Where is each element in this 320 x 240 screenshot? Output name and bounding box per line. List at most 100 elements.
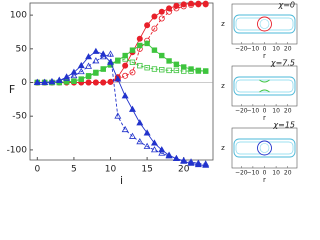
marker xyxy=(180,3,187,10)
marker xyxy=(63,79,70,85)
x-tick-label: 15 xyxy=(141,165,152,175)
marker xyxy=(188,68,194,74)
marker xyxy=(128,132,136,139)
marker xyxy=(151,47,158,53)
x-tick-label: −20 xyxy=(235,46,248,53)
series-line xyxy=(37,42,206,83)
x-tick-label: 10 xyxy=(272,170,280,177)
marker xyxy=(166,67,172,74)
x-tick-label: 10 xyxy=(272,108,280,115)
x-axis-label: r xyxy=(263,52,266,60)
x-axis-label: i xyxy=(120,174,123,187)
channel-outer xyxy=(233,76,296,96)
marker xyxy=(129,47,136,53)
series-line xyxy=(37,50,206,166)
marker xyxy=(85,62,93,69)
marker xyxy=(144,22,151,29)
x-axis-label: r xyxy=(263,176,266,184)
x-tick-label: −20 xyxy=(235,170,248,177)
panel-title: χ=0 xyxy=(277,1,295,10)
x-tick-label: 0 xyxy=(263,46,267,53)
channel-outer xyxy=(233,14,296,34)
marker xyxy=(188,2,195,9)
x-tick-label: 20 xyxy=(284,170,292,177)
y-axis-label: z xyxy=(221,82,225,90)
marker xyxy=(92,57,100,64)
series-line xyxy=(37,58,206,83)
series-line xyxy=(37,3,206,83)
marker xyxy=(195,1,202,8)
marker xyxy=(129,59,136,65)
marker xyxy=(85,73,92,80)
marker xyxy=(92,79,99,86)
x-tick-label: 0 xyxy=(34,165,40,175)
marker xyxy=(122,72,129,79)
marker xyxy=(100,79,107,86)
marker xyxy=(166,8,173,15)
marker xyxy=(158,8,165,15)
marker xyxy=(77,67,85,75)
marker xyxy=(158,149,166,156)
x-tick-label: −10 xyxy=(247,170,260,177)
marker xyxy=(85,53,93,60)
y-tick-label: 100 xyxy=(10,11,27,21)
x-axis-label: r xyxy=(263,114,266,122)
marker xyxy=(121,92,129,99)
x-tick-label: 20 xyxy=(178,165,190,175)
channel-outer xyxy=(233,138,296,158)
center-shape xyxy=(257,140,272,156)
center-shape xyxy=(257,16,272,32)
marker xyxy=(202,1,209,8)
marker xyxy=(136,137,144,145)
marker xyxy=(99,53,107,60)
x-tick-label: −20 xyxy=(235,108,248,115)
marker xyxy=(128,105,136,112)
marker xyxy=(187,158,195,165)
marker xyxy=(144,64,150,71)
marker xyxy=(121,125,129,133)
marker xyxy=(122,56,128,62)
marker xyxy=(77,61,85,69)
marker xyxy=(173,5,180,12)
marker xyxy=(180,156,188,164)
marker xyxy=(173,67,180,74)
marker xyxy=(181,68,187,74)
marker xyxy=(172,154,180,162)
marker xyxy=(158,15,165,22)
y-tick-label: 50 xyxy=(16,44,28,54)
center-shape-inner xyxy=(259,143,270,153)
marker xyxy=(143,129,151,136)
marker xyxy=(70,68,78,75)
marker xyxy=(137,62,143,69)
marker xyxy=(150,139,158,146)
x-tick-label: 0 xyxy=(263,108,267,115)
marker xyxy=(136,119,144,126)
marker xyxy=(78,76,84,82)
center-shape-inner xyxy=(259,19,270,29)
marker xyxy=(136,35,143,42)
marker xyxy=(158,146,166,153)
marker xyxy=(159,52,165,59)
y-axis-label: F xyxy=(9,83,15,96)
marker xyxy=(195,68,202,74)
marker xyxy=(115,58,121,64)
x-tick-label: 20 xyxy=(284,46,292,53)
y-axis-label: z xyxy=(221,20,225,28)
marker xyxy=(48,78,56,85)
y-axis-label: z xyxy=(221,144,225,152)
x-tick-label: −10 xyxy=(247,108,260,115)
marker xyxy=(165,152,173,159)
marker xyxy=(71,78,77,84)
marker xyxy=(107,50,115,57)
marker xyxy=(85,79,92,86)
x-tick-label: 5 xyxy=(71,165,77,175)
x-tick-label: 10 xyxy=(272,46,280,53)
marker xyxy=(93,70,99,76)
marker xyxy=(92,47,100,54)
marker xyxy=(173,61,180,68)
marker xyxy=(114,75,122,82)
marker xyxy=(100,66,106,72)
channel-inner xyxy=(235,79,294,93)
marker xyxy=(202,68,209,74)
x-tick-label: 0 xyxy=(263,170,267,177)
